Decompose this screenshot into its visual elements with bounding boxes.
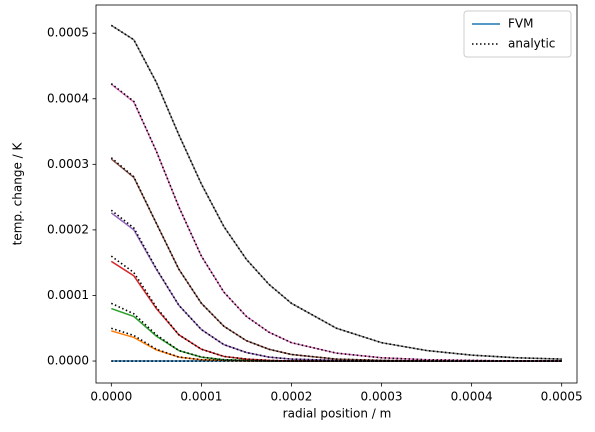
data-line [110, 24, 562, 360]
data-line [110, 83, 562, 362]
y-tick-label: 0.0004 [47, 91, 89, 105]
y-tick-label: 0.0000 [47, 354, 89, 368]
x-tick-label: 0.0005 [541, 390, 583, 404]
x-tick-label: 0.0002 [270, 390, 312, 404]
y-tick-label: 0.0001 [47, 288, 89, 302]
legend-label: FVM [508, 17, 533, 31]
x-tick-label: 0.0004 [451, 390, 493, 404]
legend-label: analytic [508, 37, 555, 51]
data-line [110, 260, 562, 362]
y-axis-label: temp. change / K [11, 142, 25, 246]
x-tick-label: 0.0003 [361, 390, 403, 404]
x-axis-label: radial position / m [283, 407, 392, 421]
data-line [110, 24, 562, 360]
data-line [110, 83, 562, 362]
plot-frame [95, 4, 578, 384]
x-tick-label: 0.0001 [180, 390, 222, 404]
y-tick-label: 0.0003 [47, 157, 89, 171]
data-line [110, 209, 562, 362]
data-line [110, 158, 562, 362]
legend-box [463, 10, 572, 58]
data-line [110, 157, 562, 362]
data-line [110, 212, 562, 362]
x-tick-label: 0.0000 [90, 390, 132, 404]
y-tick-label: 0.0005 [47, 26, 89, 40]
data-line [110, 302, 562, 362]
data-line [110, 255, 562, 362]
y-tick-label: 0.0002 [47, 222, 89, 236]
